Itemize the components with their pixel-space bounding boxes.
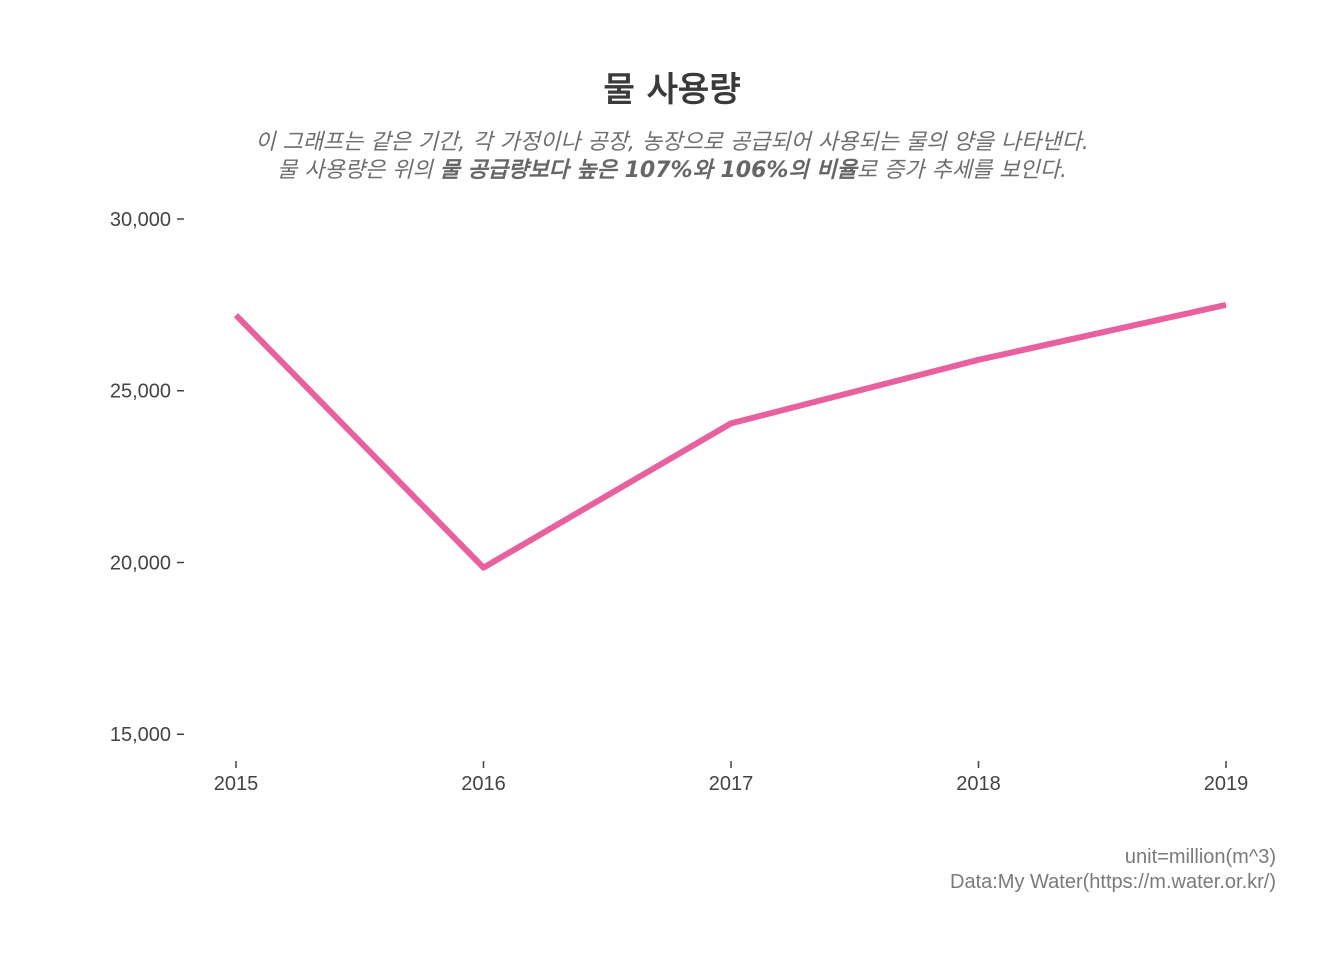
y-axis: 15,000 20,000 25,000 30,000 — [110, 209, 184, 746]
series-layer — [233, 301, 1227, 571]
x-tick-label-4: 2019 — [1204, 773, 1249, 795]
x-tick-label-1: 2016 — [461, 773, 506, 795]
caption-source: Data:My Water(https://m.water.or.kr/) — [950, 871, 1276, 893]
subtitle-line2-after: 로 증가 추세를 보인다. — [856, 158, 1067, 183]
y-tick-label-3: 30,000 — [110, 209, 171, 231]
subtitle-line2-before: 물 사용량은 위의 — [277, 158, 440, 183]
series-line-0 — [233, 301, 1227, 571]
chart-subtitle-line2: 물 사용량은 위의 물 공급량보다 높은 107%와 106%의 비율로 증가 … — [0, 152, 1344, 184]
chart-subtitle-line1: 이 그래프는 같은 기간, 각 가정이나 공장, 농장으로 공급되어 사용되는 … — [255, 130, 1089, 155]
x-tick-label-3: 2018 — [956, 773, 1001, 795]
x-axis: 2015 2016 2017 2018 2019 — [214, 761, 1249, 795]
y-tick-label-0: 15,000 — [110, 724, 171, 746]
subtitle-line2-bold: 물 공급량보다 높은 107%와 106%의 비율 — [439, 158, 857, 183]
y-tick-label-1: 20,000 — [110, 552, 171, 574]
caption-unit: unit=million(m^3) — [1124, 846, 1276, 868]
y-tick-label-2: 25,000 — [110, 381, 171, 403]
chart-title: 물 사용량 — [603, 70, 741, 110]
x-tick-label-0: 2015 — [214, 773, 259, 795]
x-tick-label-2: 2017 — [709, 773, 754, 795]
